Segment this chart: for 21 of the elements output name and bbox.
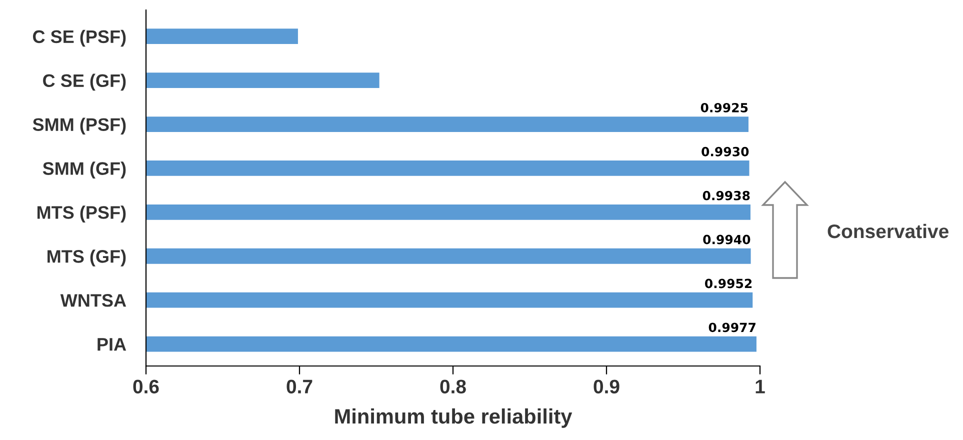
x-tick-label: 0.6 — [133, 380, 159, 394]
x-tick-label: 0.8 — [440, 380, 466, 394]
x-tick-label: 1 — [756, 380, 765, 394]
x-tick-label: 0.7 — [286, 380, 312, 394]
y-tick-label: MTS (PSF) — [37, 206, 126, 222]
text: Conservative — [828, 224, 948, 238]
y-tick-label: C SE (GF) — [43, 74, 126, 91]
y-tick-label: C SE (PSF) — [33, 30, 126, 47]
y-tick-label: SMM (GF) — [42, 162, 126, 179]
data-label: 0.9940 — [703, 234, 750, 244]
y-tick-label: MTS (GF) — [48, 250, 126, 266]
x-tick-label: 0.9 — [594, 380, 620, 394]
x-axis-title: Minimum tube reliability — [335, 408, 572, 428]
data-label: 0.9952 — [704, 278, 752, 288]
data-label: 0.9925 — [700, 102, 748, 112]
data-label: 0.9930 — [702, 146, 749, 156]
y-tick-label: WNTSA — [60, 294, 126, 307]
data-label: 0.9938 — [702, 190, 750, 200]
data-label: 0.9977 — [708, 322, 756, 332]
y-tick-label: PIA — [98, 338, 126, 351]
y-tick-label: SMM (PSF) — [32, 118, 126, 135]
